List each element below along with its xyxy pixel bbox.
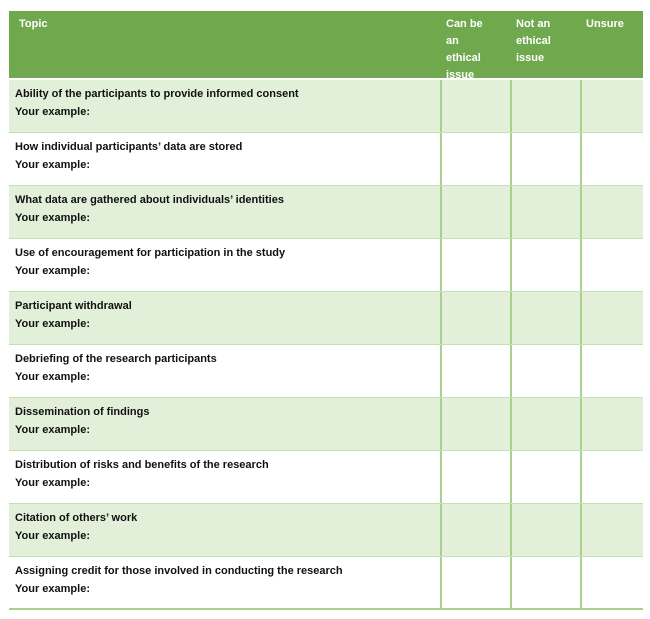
answer-cell-can-be[interactable] xyxy=(440,451,510,503)
topic-title: Dissemination of findings xyxy=(15,406,150,418)
table-row-encouragement: Use of encouragement for participation i… xyxy=(9,239,643,292)
answer-cell-unsure[interactable] xyxy=(580,345,643,397)
header-unsure: Unsure xyxy=(586,18,624,30)
answer-cell-not-an[interactable] xyxy=(510,80,580,132)
topic-title: How individual participants’ data are st… xyxy=(15,141,243,153)
answer-cell-unsure[interactable] xyxy=(580,292,643,344)
example-label: Your example: xyxy=(15,371,90,383)
example-label: Your example: xyxy=(15,530,90,542)
topic-cell: Debriefing of the research participants … xyxy=(9,345,440,397)
topic-cell: Ability of the participants to provide i… xyxy=(9,80,440,132)
example-label: Your example: xyxy=(15,265,90,277)
table-row-dissemination: Dissemination of findings Your example: xyxy=(9,398,643,451)
topic-cell: Citation of others’ work Your example: xyxy=(9,504,440,556)
topic-title: Citation of others’ work xyxy=(15,512,138,524)
topic-title: Distribution of risks and benefits of th… xyxy=(15,459,269,471)
example-label: Your example: xyxy=(15,424,90,436)
topic-cell: What data are gathered about individuals… xyxy=(9,186,440,238)
answer-cell-not-an[interactable] xyxy=(510,504,580,556)
header-not-an-ethical-issue: Not an ethical issue xyxy=(516,18,551,64)
example-label: Your example: xyxy=(15,583,90,595)
answer-cell-unsure[interactable] xyxy=(580,451,643,503)
table-row-identity-data: What data are gathered about individuals… xyxy=(9,186,643,239)
answer-cell-can-be[interactable] xyxy=(440,133,510,185)
answer-cell-not-an[interactable] xyxy=(510,451,580,503)
answer-cell-can-be[interactable] xyxy=(440,186,510,238)
answer-cell-not-an[interactable] xyxy=(510,186,580,238)
answer-cell-can-be[interactable] xyxy=(440,292,510,344)
header-topic: Topic xyxy=(19,18,48,30)
topic-cell: Assigning credit for those involved in c… xyxy=(9,557,440,608)
answer-cell-can-be[interactable] xyxy=(440,504,510,556)
answer-cell-can-be[interactable] xyxy=(440,80,510,132)
table-row-citation: Citation of others’ work Your example: xyxy=(9,504,643,557)
answer-cell-unsure[interactable] xyxy=(580,133,643,185)
topic-cell: How individual participants’ data are st… xyxy=(9,133,440,185)
table-row-debriefing: Debriefing of the research participants … xyxy=(9,345,643,398)
topic-title: Participant withdrawal xyxy=(15,300,132,312)
answer-cell-not-an[interactable] xyxy=(510,133,580,185)
ethics-topics-table: Topic Can be an ethical issue Not an eth… xyxy=(9,11,643,610)
topic-cell: Distribution of risks and benefits of th… xyxy=(9,451,440,503)
topic-title: Assigning credit for those involved in c… xyxy=(15,565,343,577)
topic-title: Debriefing of the research participants xyxy=(15,353,217,365)
answer-cell-can-be[interactable] xyxy=(440,345,510,397)
topic-title: Use of encouragement for participation i… xyxy=(15,247,286,259)
answer-cell-can-be[interactable] xyxy=(440,398,510,450)
answer-cell-unsure[interactable] xyxy=(580,239,643,291)
answer-cell-unsure[interactable] xyxy=(580,557,643,608)
answer-cell-not-an[interactable] xyxy=(510,239,580,291)
example-label: Your example: xyxy=(15,106,90,118)
example-label: Your example: xyxy=(15,477,90,489)
answer-cell-unsure[interactable] xyxy=(580,398,643,450)
answer-cell-can-be[interactable] xyxy=(440,239,510,291)
example-label: Your example: xyxy=(15,212,90,224)
answer-cell-unsure[interactable] xyxy=(580,504,643,556)
table-row-risks-benefits: Distribution of risks and benefits of th… xyxy=(9,451,643,504)
header-can-be-ethical-issue: Can be an ethical issue xyxy=(446,18,483,81)
table-row-withdrawal: Participant withdrawal Your example: xyxy=(9,292,643,345)
example-label: Your example: xyxy=(15,318,90,330)
table-row-assigning-credit: Assigning credit for those involved in c… xyxy=(9,557,643,610)
example-label: Your example: xyxy=(15,159,90,171)
answer-cell-unsure[interactable] xyxy=(580,80,643,132)
table-row-informed-consent: Ability of the participants to provide i… xyxy=(9,80,643,133)
answer-cell-can-be[interactable] xyxy=(440,557,510,608)
table-header-row: Topic Can be an ethical issue Not an eth… xyxy=(9,11,643,81)
answer-cell-not-an[interactable] xyxy=(510,398,580,450)
topic-cell: Participant withdrawal Your example: xyxy=(9,292,440,344)
topic-title: What data are gathered about individuals… xyxy=(15,194,284,206)
answer-cell-not-an[interactable] xyxy=(510,557,580,608)
answer-cell-not-an[interactable] xyxy=(510,292,580,344)
topic-cell: Dissemination of findings Your example: xyxy=(9,398,440,450)
answer-cell-not-an[interactable] xyxy=(510,345,580,397)
answer-cell-unsure[interactable] xyxy=(580,186,643,238)
table-row-data-storage: How individual participants’ data are st… xyxy=(9,133,643,186)
topic-cell: Use of encouragement for participation i… xyxy=(9,239,440,291)
topic-title: Ability of the participants to provide i… xyxy=(15,88,299,100)
